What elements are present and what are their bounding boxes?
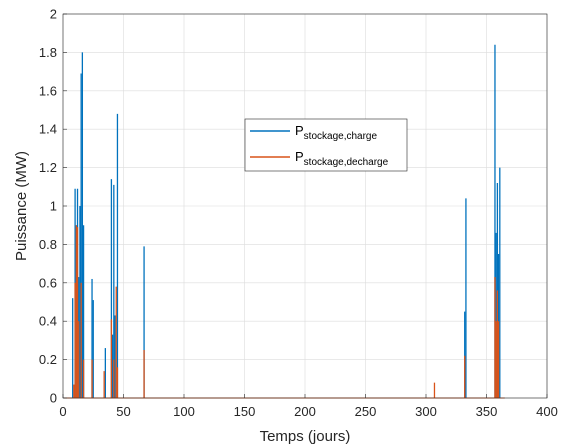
x-tick-label: 300	[415, 404, 437, 419]
y-tick-label: 0.6	[39, 275, 57, 290]
y-tick-label: 1	[50, 199, 57, 214]
y-tick-label: 1.2	[39, 160, 57, 175]
y-tick-label: 0.4	[39, 314, 57, 329]
y-tick-label: 2	[50, 7, 57, 22]
x-tick-label: 50	[116, 404, 130, 419]
tick-labels: 0 50 100 150 200 250 300 350 400 0 0.2 0.4 0.6 0.8 1 1.…	[39, 7, 558, 420]
x-tick-label: 350	[476, 404, 498, 419]
y-tick-label: 1.8	[39, 45, 57, 60]
series-layer	[64, 44, 505, 399]
x-tick-label: 200	[294, 404, 316, 419]
y-tick-label: 0	[50, 391, 57, 406]
legend-label-decharge: Pstockage,decharge	[295, 149, 389, 168]
y-axis-label: Puissance (MW)	[13, 151, 30, 261]
x-tick-label: 100	[173, 404, 195, 419]
y-tick-label: 1.4	[39, 122, 57, 137]
ticks	[62, 13, 548, 399]
x-tick-label: 250	[355, 404, 377, 419]
y-tick-label: 0.8	[39, 237, 57, 252]
x-tick-label: 400	[536, 404, 558, 419]
legend-box	[244, 118, 408, 172]
legend-label-charge: Pstockage,charge	[295, 123, 377, 142]
x-tick-label: 150	[234, 404, 256, 419]
legend: Pstockage,charge Pstockage,decharge	[244, 118, 408, 172]
y-tick-label: 1.6	[39, 83, 57, 98]
x-tick-label: 0	[59, 404, 66, 419]
x-axis-label: Temps (jours)	[260, 428, 351, 445]
y-tick-label: 0.2	[39, 352, 57, 367]
